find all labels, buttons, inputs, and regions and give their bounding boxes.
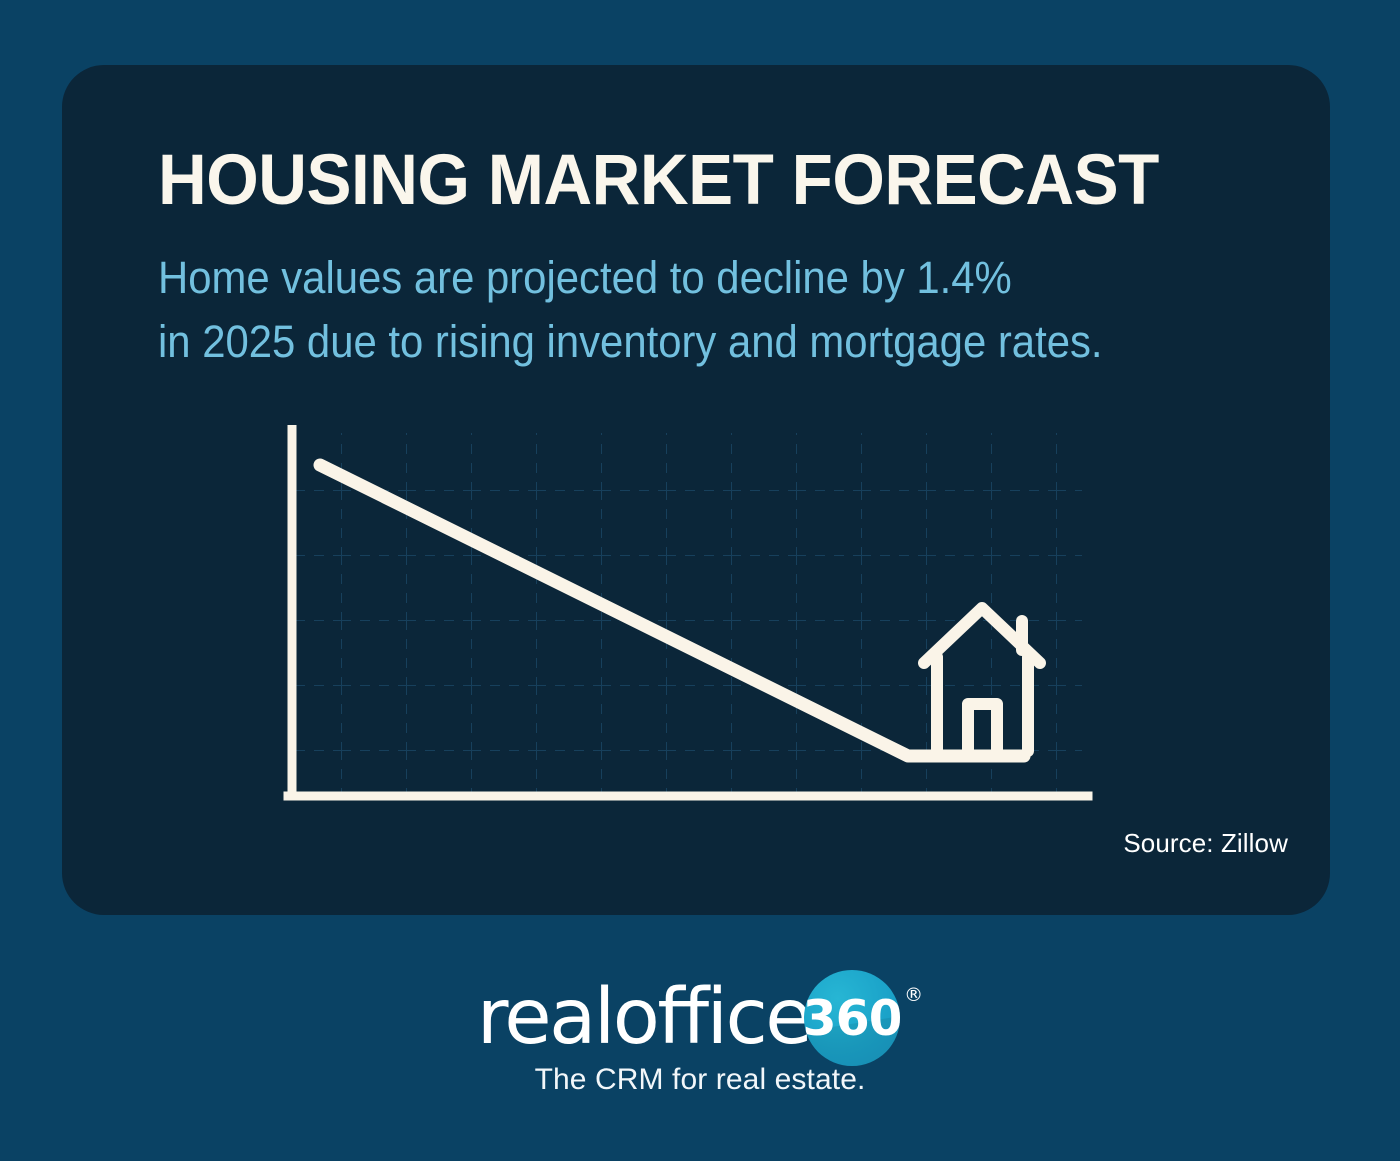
brand-footer: realoffice 360 ® The CRM for real estate… bbox=[0, 970, 1400, 1097]
chart-svg bbox=[283, 425, 1093, 801]
source-label: Source: Zillow bbox=[1123, 828, 1288, 858]
trend-line bbox=[313, 458, 1031, 763]
page-title: HOUSING MARKET FORECAST bbox=[158, 141, 1159, 220]
subtitle-line-2: in 2025 due to rising inventory and mort… bbox=[158, 315, 1103, 367]
registered-trademark-icon: ® bbox=[904, 984, 924, 1006]
badge-360-icon: 360 bbox=[804, 970, 901, 1066]
logo-lockup[interactable]: realoffice 360 ® bbox=[476, 970, 923, 1066]
chart-grid bbox=[292, 433, 1082, 801]
line-chart bbox=[276, 425, 1096, 815]
subtitle: Home values are projected to decline by … bbox=[158, 246, 1200, 374]
brand-tagline: The CRM for real estate. bbox=[534, 1063, 866, 1096]
subtitle-line-1: Home values are projected to decline by … bbox=[158, 252, 1012, 303]
badge-360-label: 360 bbox=[804, 989, 901, 1047]
house-icon bbox=[918, 602, 1046, 757]
forecast-card: HOUSING MARKET FORECAST Home values are … bbox=[62, 65, 1330, 915]
logo-wordmark: realoffice bbox=[476, 973, 813, 1062]
headline-block: HOUSING MARKET FORECAST Home values are … bbox=[158, 145, 1278, 374]
logo-badge-wrap: 360 ® bbox=[804, 970, 923, 1066]
